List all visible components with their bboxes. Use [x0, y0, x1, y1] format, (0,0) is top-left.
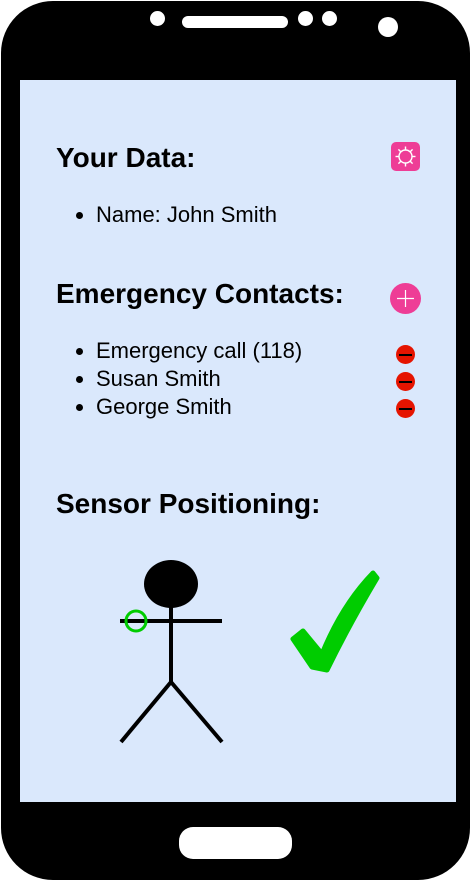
remove-contact-button-george-smith[interactable] [396, 399, 415, 418]
sensor-positioning-figure [119, 560, 380, 744]
checkmark-icon [290, 570, 380, 673]
sensor-positioning-heading: Sensor Positioning: [56, 488, 321, 519]
list-item: Name: John Smith [96, 201, 277, 229]
contact-item: Emergency call (118) [96, 337, 302, 365]
plus-icon [397, 290, 414, 307]
proximity-sensor [298, 11, 313, 26]
stick-figure-icon [119, 560, 224, 744]
add-contact-button[interactable] [390, 283, 421, 314]
remove-contact-button-susan-smith[interactable] [396, 372, 415, 391]
earpiece-speaker [182, 16, 288, 28]
notification-led [378, 17, 398, 37]
emergency-contacts-heading: Emergency Contacts: [56, 278, 344, 309]
settings-button[interactable] [391, 142, 420, 171]
your-data-list: Name: John Smith [56, 201, 277, 229]
screen: Your Data: Name: John Smith Emerg [20, 80, 456, 802]
gear-icon [395, 146, 416, 167]
sensor-marker-icon [124, 609, 148, 633]
remove-contact-button-emergency-call[interactable] [396, 345, 415, 364]
contact-item: Susan Smith [96, 365, 302, 393]
emergency-contacts-list: Emergency call (118) Susan Smith George … [56, 337, 302, 421]
front-camera [150, 11, 165, 26]
your-data-heading: Your Data: [56, 142, 196, 173]
home-button[interactable] [179, 827, 292, 859]
contact-item: George Smith [96, 393, 302, 421]
light-sensor [322, 11, 337, 26]
